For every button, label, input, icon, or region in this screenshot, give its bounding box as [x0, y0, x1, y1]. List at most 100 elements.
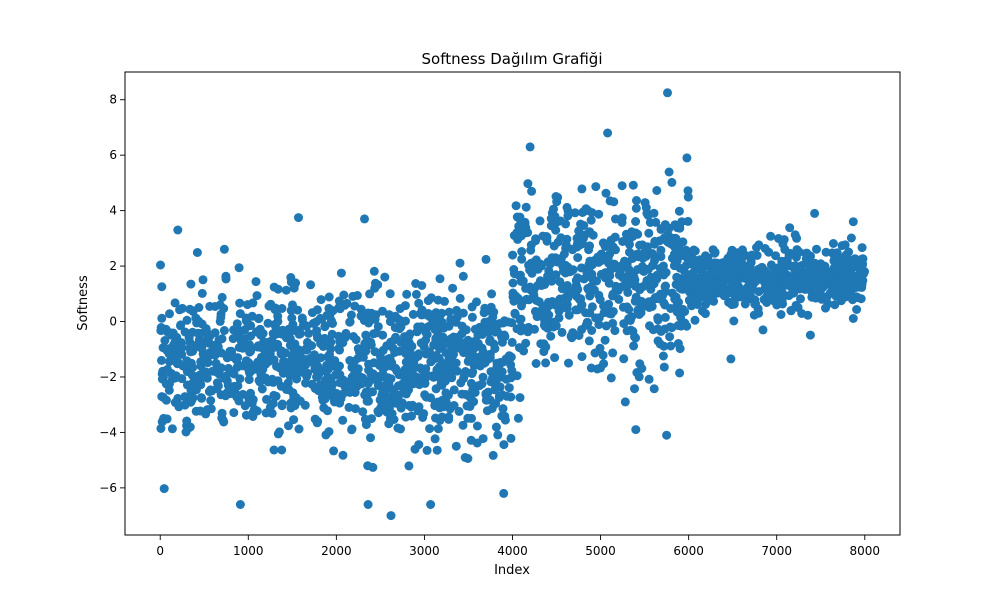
data-point	[516, 326, 526, 336]
data-point	[457, 339, 467, 349]
data-point	[396, 403, 406, 413]
data-point	[460, 453, 470, 462]
data-point	[689, 295, 699, 305]
data-point	[160, 336, 170, 345]
data-point	[785, 223, 795, 233]
data-point	[848, 314, 858, 323]
data-point	[373, 280, 383, 290]
data-point	[675, 368, 685, 378]
data-point	[563, 211, 573, 221]
data-point	[857, 259, 867, 269]
data-point	[521, 338, 531, 348]
data-point	[570, 208, 580, 218]
data-point	[590, 348, 600, 358]
data-point	[833, 263, 843, 273]
data-point	[277, 329, 287, 338]
data-point	[519, 229, 529, 238]
data-point	[219, 244, 229, 254]
data-point	[854, 282, 864, 292]
data-point	[770, 279, 780, 289]
data-point	[664, 167, 674, 177]
data-point	[846, 233, 856, 243]
data-point	[571, 276, 581, 286]
data-point	[285, 371, 295, 381]
data-point	[342, 298, 352, 308]
data-point	[499, 488, 509, 498]
data-point	[235, 374, 245, 384]
data-point	[284, 385, 294, 395]
data-point	[666, 304, 676, 313]
data-point	[663, 88, 672, 98]
data-point	[619, 354, 629, 364]
data-point	[665, 332, 675, 342]
data-point	[157, 282, 167, 292]
data-point	[345, 387, 355, 396]
data-point	[630, 384, 639, 394]
data-point	[269, 445, 279, 455]
data-point	[512, 371, 522, 381]
data-point	[251, 277, 261, 287]
data-point	[506, 433, 516, 443]
data-point	[165, 357, 174, 367]
data-point	[344, 402, 354, 412]
data-point	[466, 435, 476, 445]
data-point	[617, 282, 627, 292]
data-point	[594, 313, 604, 323]
data-point	[315, 313, 325, 323]
data-point	[361, 387, 371, 397]
data-point	[489, 307, 499, 317]
data-point	[608, 348, 618, 358]
data-point	[584, 336, 594, 346]
data-point	[821, 295, 831, 305]
data-point	[830, 251, 840, 261]
data-point	[489, 339, 499, 349]
data-point	[206, 385, 215, 395]
data-point	[674, 206, 684, 216]
data-point	[689, 282, 699, 291]
data-point	[320, 321, 330, 331]
data-point	[197, 344, 207, 353]
data-point	[277, 304, 287, 313]
data-point	[771, 251, 781, 261]
data-point	[857, 243, 867, 253]
data-point	[421, 392, 431, 402]
data-point	[628, 254, 637, 263]
data-point	[622, 326, 632, 336]
data-point	[307, 308, 317, 318]
data-point	[535, 216, 545, 226]
data-point	[338, 415, 348, 425]
data-point	[413, 406, 423, 416]
data-point	[201, 324, 211, 334]
x-tick-label: 6000	[673, 544, 704, 558]
data-point	[656, 245, 666, 255]
data-point	[414, 349, 424, 359]
data-point	[302, 321, 312, 331]
data-point	[526, 245, 536, 255]
data-point	[649, 208, 659, 218]
data-point	[441, 388, 451, 398]
data-point	[746, 258, 756, 267]
data-point	[387, 358, 397, 368]
data-point	[525, 142, 535, 152]
data-point	[309, 350, 319, 360]
data-point	[455, 258, 465, 268]
data-point	[509, 265, 519, 274]
data-point	[712, 258, 722, 268]
y-axis-ticks: −6 −4 −2 0 2 4 6 8	[99, 93, 125, 495]
data-point	[215, 316, 225, 326]
data-point	[751, 276, 761, 286]
data-point	[267, 343, 277, 353]
data-point	[385, 317, 395, 327]
data-point	[606, 265, 616, 275]
data-point	[221, 271, 231, 281]
data-point	[235, 309, 245, 319]
data-point	[796, 294, 805, 304]
data-point	[620, 397, 630, 407]
data-point	[524, 295, 534, 305]
data-point	[324, 292, 334, 302]
data-point	[325, 350, 334, 360]
data-point	[495, 358, 505, 367]
data-point	[781, 273, 791, 283]
data-point	[323, 406, 332, 416]
data-point	[270, 321, 280, 331]
